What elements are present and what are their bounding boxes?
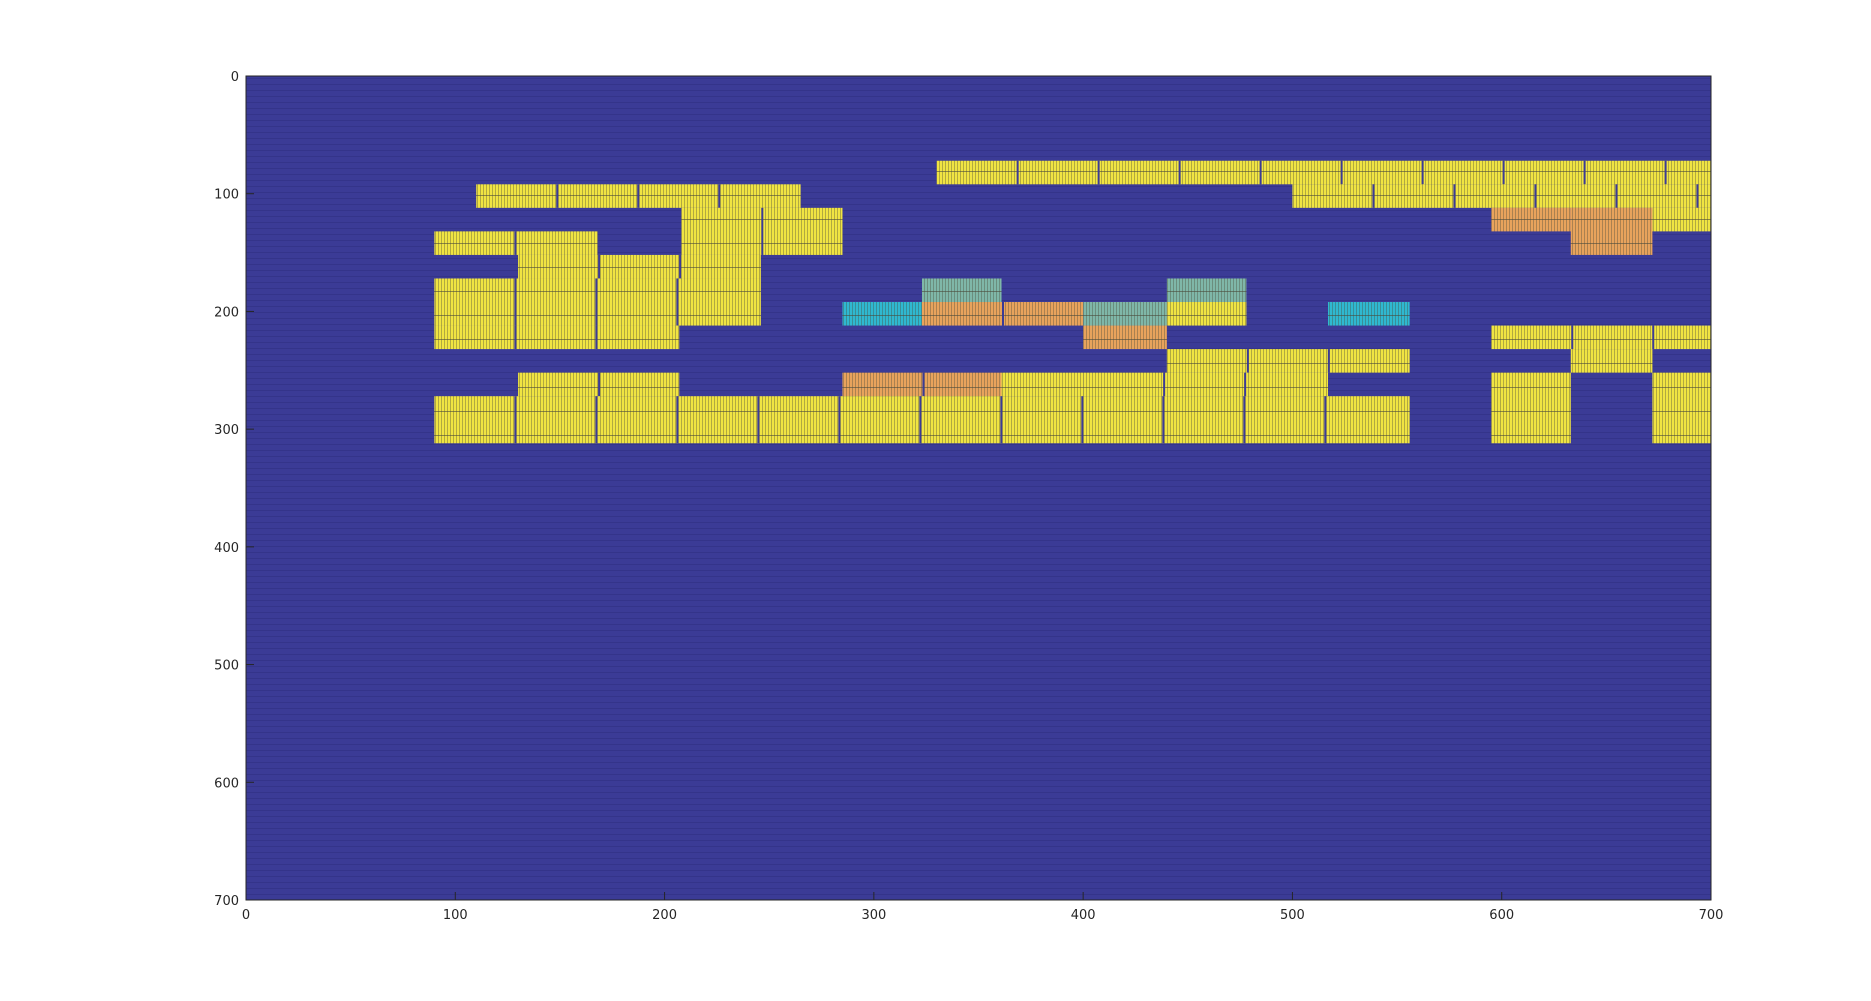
heatmap-block-6 [1652,207,1711,232]
x-tick-label: 100 [443,908,468,923]
heatmap-block-23 [842,372,1002,397]
x-tick-label: 0 [242,908,250,923]
x-tick-label: 300 [861,908,886,923]
heatmap-block-8 [518,254,761,279]
y-tick-label: 200 [214,305,239,320]
heatmap-block-5 [1570,207,1653,255]
heatmap-block-10 [434,325,680,350]
heatmap-block-28 [434,396,1410,444]
heatmap-block-24 [1001,372,1084,397]
heatmap-block-4 [1491,207,1571,232]
heatmap-block-13 [842,302,922,326]
heatmap-block-25 [1083,372,1329,397]
heatmap-block-11 [921,278,1002,303]
heatmap-block-12 [1166,278,1247,303]
heatmap-block-2 [1292,184,1711,208]
heatmap-block-19 [1491,325,1711,350]
heatmap-block-9 [434,278,761,326]
x-tick-label: 600 [1489,908,1514,923]
x-tick-label: 200 [652,908,677,923]
y-tick-label: 700 [214,894,239,909]
axes-frame [245,75,1712,901]
x-tick-label: 400 [1071,908,1096,923]
heatmap-block-18 [1083,325,1167,350]
y-tick-label: 500 [214,659,239,674]
heatmap-block-16 [1166,302,1247,326]
heatmap-background [246,76,1711,900]
x-tick-label: 700 [1699,908,1724,923]
heatmap-block-15 [1083,302,1167,326]
x-tick-label: 500 [1280,908,1305,923]
heatmap-block-26 [1491,372,1571,444]
y-tick-label: 300 [214,423,239,438]
heatmap-block-20 [1166,349,1410,373]
heatmap-block-27 [1652,372,1711,444]
heatmap-block-21 [1570,349,1653,373]
y-tick-label: 400 [214,541,239,556]
y-tick-label: 100 [214,188,239,203]
heatmap-block-17 [1328,302,1410,326]
y-tick-label: 0 [231,70,239,85]
y-tick-label: 600 [214,776,239,791]
heatmap-block-0 [936,160,1711,185]
